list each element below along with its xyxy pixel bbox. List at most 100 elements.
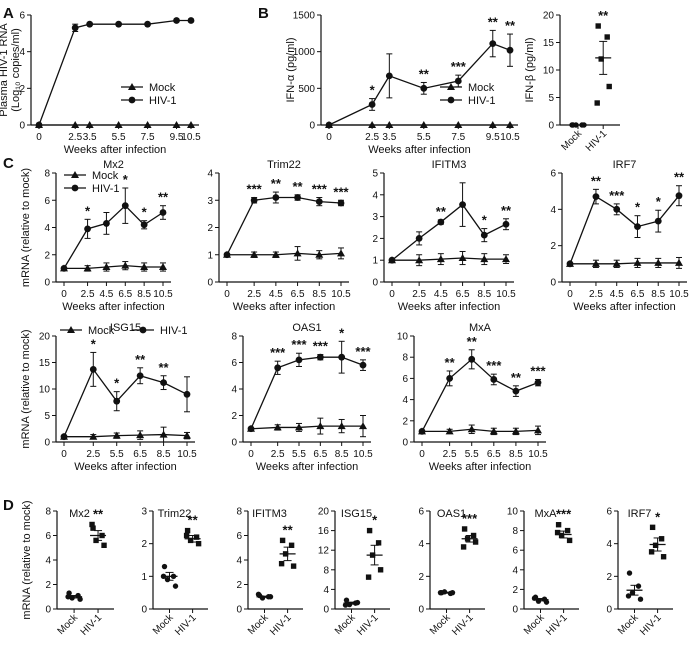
significance-marker: ** <box>271 176 282 191</box>
data-point-hiv <box>598 56 604 62</box>
y-tick-label: 0 <box>236 605 242 616</box>
series-line-mock <box>227 252 342 256</box>
x-tick-label: 4.5 <box>434 289 448 300</box>
x-tick-label: 2.5 <box>81 289 95 300</box>
x-axis-label: Weeks after infection <box>256 461 359 473</box>
data-point-hiv-1 <box>490 376 498 383</box>
data-point-mock <box>102 263 111 271</box>
x-tick-label: 8.5 <box>509 449 523 460</box>
data-point-mock <box>271 250 280 258</box>
data-point-hiv <box>278 560 285 567</box>
y-tick-label: 0 <box>207 278 213 289</box>
series-line-mock <box>250 425 363 430</box>
x-tick-label: 10.5 <box>331 289 351 300</box>
significance-marker: ** <box>419 66 430 81</box>
data-point-hiv-1 <box>35 121 43 129</box>
y-tick-label: 0 <box>19 121 25 132</box>
y-tick-label: 6 <box>512 546 518 557</box>
data-point-hiv-1 <box>534 379 542 387</box>
data-point-hiv-1 <box>388 256 396 264</box>
x-category-label: HIV-1 <box>268 612 294 638</box>
y-tick-label: 15 <box>543 38 555 49</box>
y-tick-label: 8 <box>323 565 329 576</box>
x-tick-label: 2.5 <box>412 289 426 300</box>
data-point-mock <box>161 563 168 570</box>
data-point-hiv-1 <box>183 390 191 398</box>
data-point-hiv <box>183 532 190 539</box>
x-axis-label: Weeks after infection <box>62 301 165 313</box>
x-tick-label: 8.5 <box>312 289 326 300</box>
x-tick-label: 7.5 <box>451 132 465 143</box>
data-point-hiv-1 <box>325 121 333 129</box>
x-tick-label: 6.5 <box>487 449 501 460</box>
panel-title: Trim22 <box>267 159 301 171</box>
series-line-mock <box>570 262 679 265</box>
x-category-label: Mock <box>151 612 176 637</box>
significance-marker: ** <box>591 173 602 188</box>
x-tick-label: 0 <box>567 289 573 300</box>
data-point-hiv-1 <box>480 231 488 239</box>
y-tick-label: 1 <box>141 572 147 583</box>
data-point-hiv-1 <box>338 353 346 361</box>
panel-label-d: D <box>3 497 14 514</box>
data-point-mock <box>415 256 424 264</box>
data-point-hiv-1 <box>512 387 520 395</box>
y-tick-label: 4 <box>231 385 237 396</box>
y-tick-label: 6 <box>402 374 408 385</box>
data-point-mock <box>534 426 542 434</box>
x-axis-label: Weeks after infection <box>64 144 167 156</box>
y-tick-label: 2 <box>550 241 556 252</box>
significance-marker: *** <box>355 344 371 359</box>
data-point-hiv-1 <box>437 218 445 226</box>
x-tick-label: 3.5 <box>83 132 97 143</box>
legend-marker-hiv-1 <box>447 96 455 104</box>
data-point-hiv-1 <box>654 217 662 225</box>
data-point-hiv <box>460 544 467 550</box>
y-tick-label: 2 <box>19 84 25 95</box>
data-point-mock <box>172 583 179 589</box>
x-tick-label: 8.5 <box>137 289 151 300</box>
x-axis-label: Weeks after infection <box>573 301 676 313</box>
legend-label: HIV-1 <box>92 183 120 195</box>
x-tick-label: 10.5 <box>669 289 689 300</box>
data-point-hiv-1 <box>316 353 324 361</box>
data-point-mock <box>159 430 168 438</box>
data-point-hiv <box>90 525 96 531</box>
y-tick-label: 2 <box>231 411 237 422</box>
data-point-hiv <box>365 574 372 580</box>
data-point-mock <box>626 570 633 576</box>
significance-marker: * <box>123 172 129 187</box>
data-point-hiv-1 <box>160 379 167 387</box>
significance-marker: * <box>114 376 120 391</box>
data-point-mock <box>255 591 262 597</box>
x-tick-label: 6.5 <box>133 449 147 460</box>
x-category-label: HIV-1 <box>450 612 476 638</box>
data-point-mock <box>654 258 663 266</box>
y-tick-label: 0 <box>323 605 329 616</box>
y-tick-label: 1500 <box>293 11 316 22</box>
data-point-hiv-1 <box>60 264 68 272</box>
data-point-hiv-1 <box>113 397 121 405</box>
data-point-hiv <box>89 521 95 528</box>
x-tick-label: 5.5 <box>112 132 126 143</box>
significance-marker: ** <box>135 352 146 367</box>
significance-marker: ** <box>674 170 685 185</box>
panel-label-a: A <box>3 5 14 22</box>
x-tick-label: 3.5 <box>382 132 396 143</box>
y-tick-label: 2 <box>207 223 213 234</box>
panel-title: IFITM3 <box>252 508 287 520</box>
x-category-label: HIV-1 <box>355 612 381 638</box>
significance-marker: ** <box>598 8 609 23</box>
data-point-mock <box>114 121 123 128</box>
data-point-hiv-1 <box>272 194 280 201</box>
x-tick-label: 0 <box>389 289 395 300</box>
x-tick-label: 4.5 <box>99 289 113 300</box>
data-point-hiv-1 <box>294 194 301 201</box>
y-tick-label: 0 <box>606 605 612 616</box>
panel-title: ISG15 <box>341 508 372 520</box>
data-point-mock <box>511 427 520 435</box>
data-point-mock <box>629 589 636 596</box>
y-tick-label: 8 <box>231 332 237 343</box>
x-tick-label: 4.5 <box>610 289 624 300</box>
